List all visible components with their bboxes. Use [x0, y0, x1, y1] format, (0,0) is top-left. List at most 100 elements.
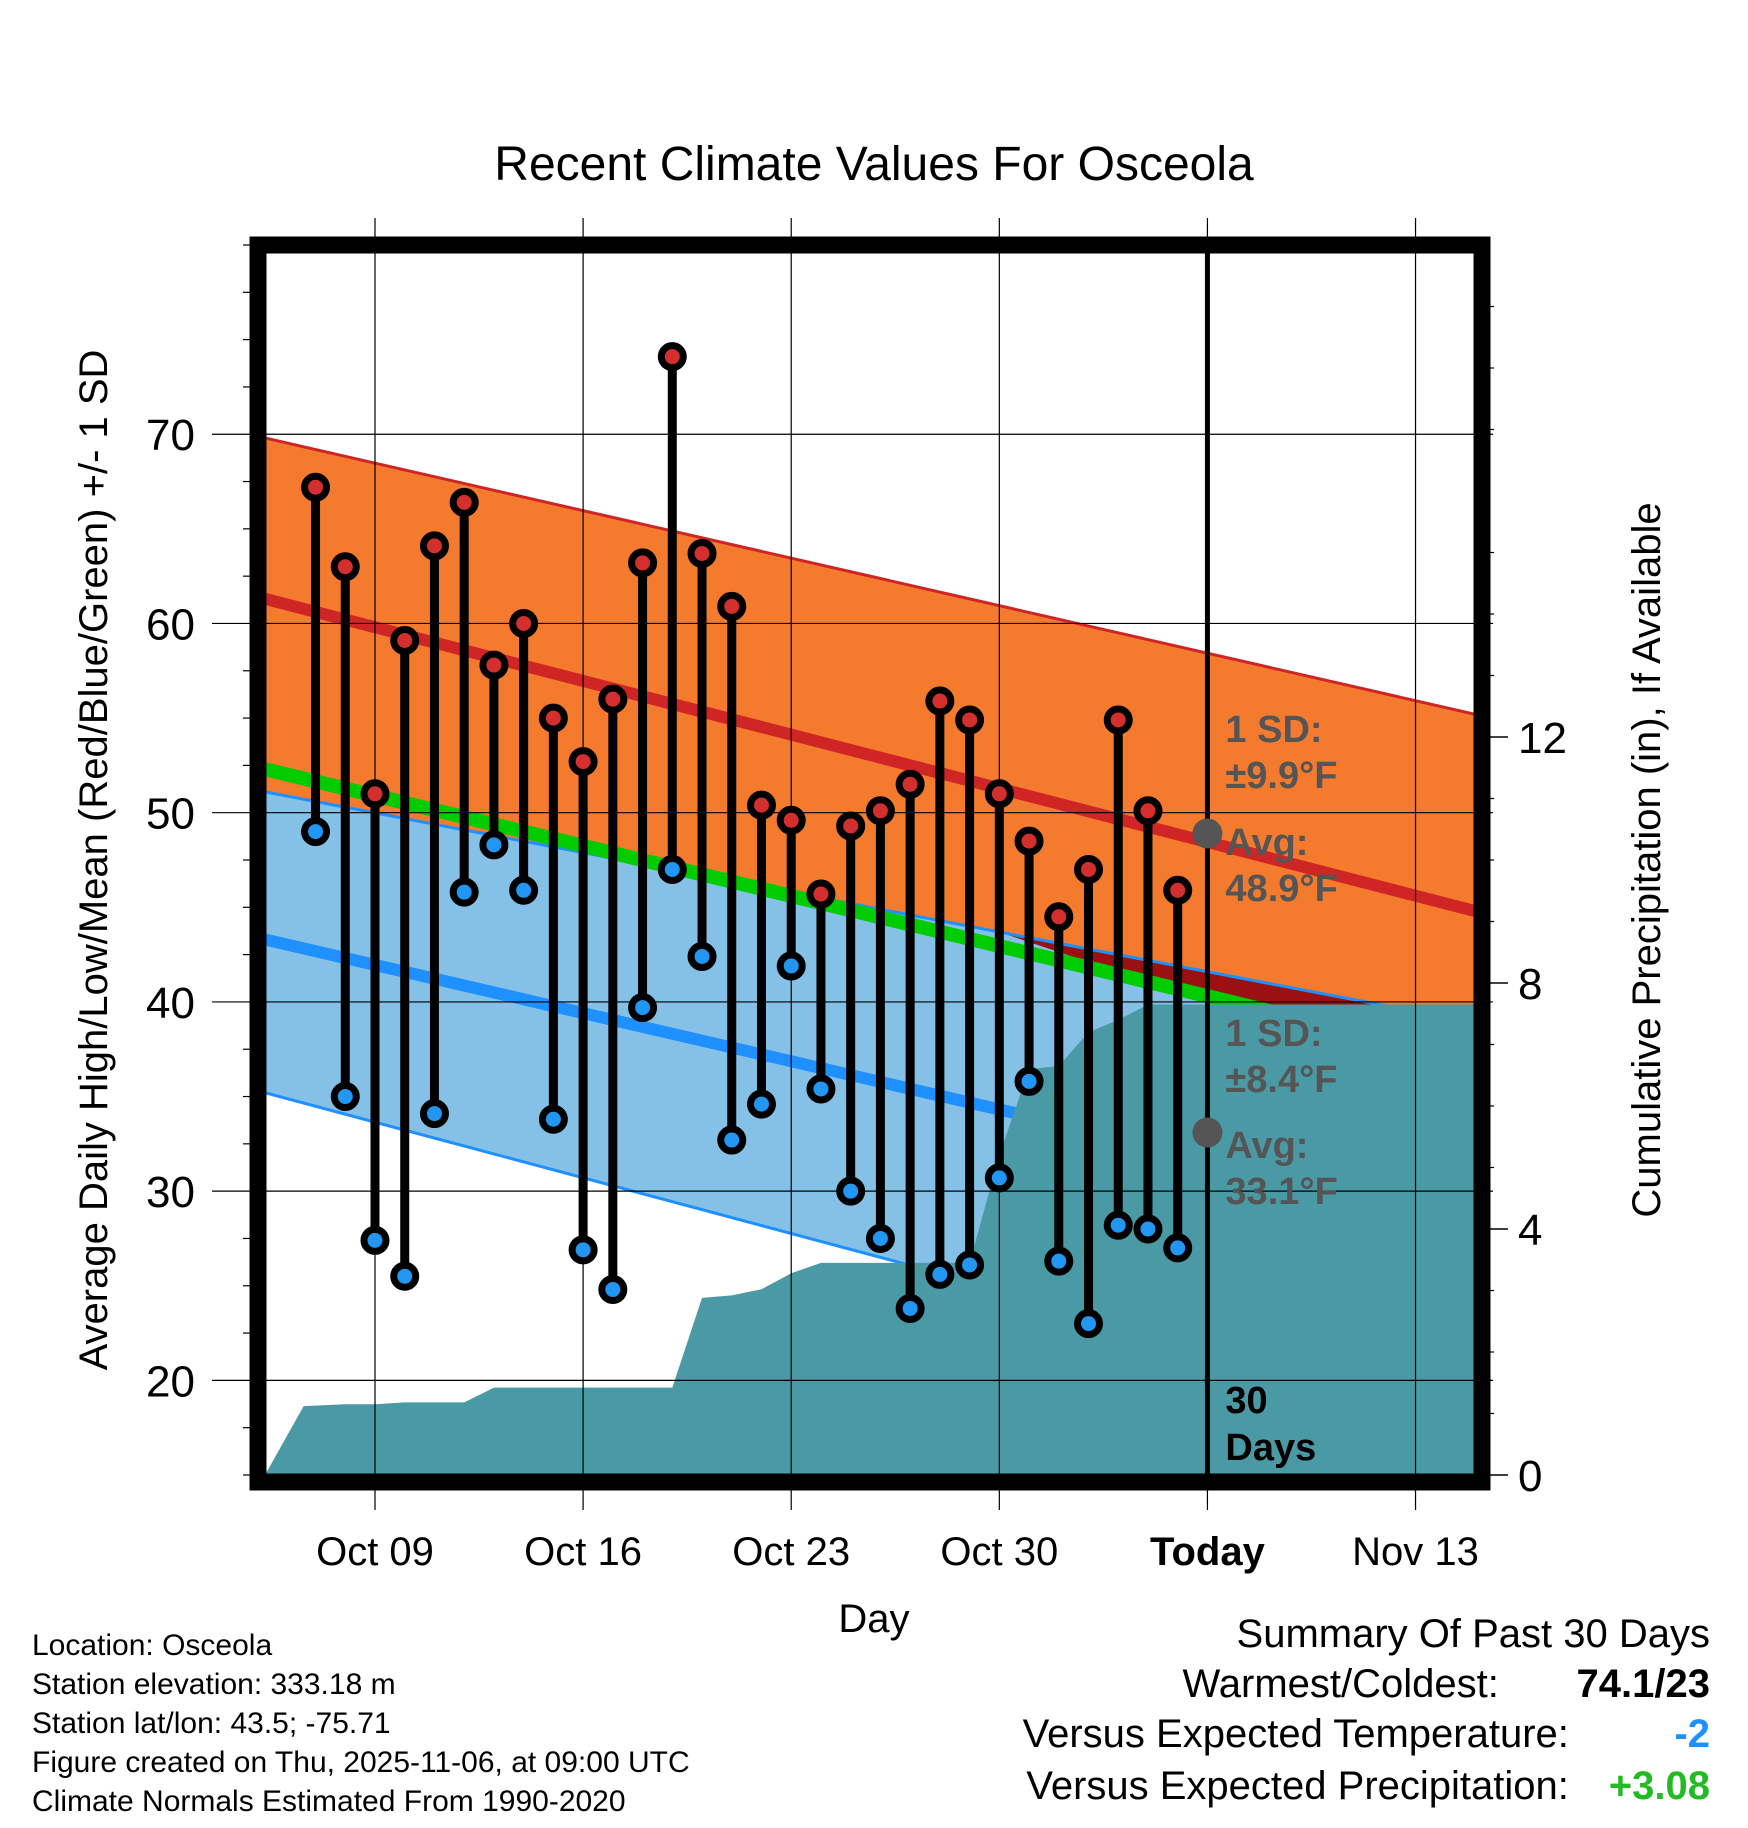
y-tick-label: 60	[146, 600, 195, 649]
x-tick-label: Today	[1150, 1530, 1266, 1574]
daily-high-marker	[806, 879, 836, 909]
created-text: Figure created on Thu, 2025-11-06, at 09…	[32, 1746, 690, 1779]
x-tick-label: Oct 23	[732, 1530, 850, 1574]
window-days-count: 30	[1225, 1380, 1267, 1422]
daily-low-marker	[925, 1259, 955, 1289]
daily-low-marker	[360, 1225, 390, 1255]
daily-low-marker	[1014, 1066, 1044, 1096]
daily-high-marker	[1074, 854, 1104, 884]
y-tick-label: 30	[146, 1168, 195, 1217]
low-sd-label: 1 SD:	[1225, 1013, 1322, 1055]
high-avg-label: Avg:	[1225, 822, 1308, 864]
daily-low-marker	[330, 1082, 360, 1112]
daily-low-marker	[746, 1089, 776, 1119]
low-avg-value: 33.1°F	[1225, 1171, 1337, 1213]
low-sd-value: ±8.4°F	[1225, 1059, 1337, 1101]
plot-frame	[249, 236, 1491, 1491]
daily-high-marker	[1103, 705, 1133, 735]
x-tick-label: Oct 16	[524, 1530, 642, 1574]
warmest-coldest-label: Warmest/Coldest:	[1182, 1662, 1499, 1706]
y2-tick-label: 4	[1518, 1206, 1542, 1255]
y-tick-label: 70	[146, 411, 195, 460]
daily-low-marker	[717, 1125, 747, 1155]
y2-tick-label: 0	[1518, 1452, 1542, 1501]
y2-axis-title: Cumulative Precipitation (in), If Availa…	[1625, 502, 1669, 1217]
daily-high-marker	[776, 805, 806, 835]
daily-low-marker	[598, 1275, 628, 1305]
summary-title: Summary Of Past 30 Days	[1236, 1612, 1710, 1656]
daily-low-marker	[479, 830, 509, 860]
plot-area	[265, 436, 1475, 1475]
daily-high-marker	[836, 811, 866, 841]
daily-high-marker	[984, 779, 1014, 809]
temp-vs-expected-value: -2	[1674, 1712, 1710, 1756]
daily-low-marker	[776, 951, 806, 981]
daily-high-marker	[419, 531, 449, 561]
daily-high-marker	[865, 796, 895, 826]
daily-high-marker	[538, 703, 568, 733]
daily-high-marker	[1014, 826, 1044, 856]
daily-low-marker	[1074, 1309, 1104, 1339]
daily-low-marker	[568, 1235, 598, 1265]
window-days-label: Days	[1225, 1427, 1316, 1469]
daily-high-marker	[657, 342, 687, 372]
daily-high-marker	[1044, 902, 1074, 932]
elevation-text: Station elevation: 333.18 m	[32, 1668, 396, 1701]
daily-high-marker	[717, 591, 747, 621]
normals-text: Climate Normals Estimated From 1990-2020	[32, 1785, 626, 1818]
high-avg-value: 48.9°F	[1225, 868, 1337, 910]
daily-low-marker	[628, 993, 658, 1023]
low-avg-label: Avg:	[1225, 1125, 1308, 1167]
daily-low-marker	[1163, 1233, 1193, 1263]
precip-vs-expected-label: Versus Expected Precipitation:	[1026, 1764, 1569, 1808]
x-axis-title: Day	[838, 1597, 909, 1641]
daily-low-marker	[1044, 1246, 1074, 1276]
data-marks	[301, 245, 1223, 1475]
daily-low-marker	[1103, 1210, 1133, 1240]
low-avg-marker	[1192, 1117, 1223, 1148]
daily-low-marker	[657, 854, 687, 884]
daily-low-marker	[538, 1104, 568, 1134]
daily-low-marker	[865, 1223, 895, 1253]
daily-low-marker	[895, 1293, 925, 1323]
daily-high-marker	[479, 650, 509, 680]
y-tick-label: 20	[146, 1357, 195, 1406]
daily-low-marker	[301, 817, 331, 847]
y2-tick-label: 12	[1518, 714, 1567, 763]
daily-low-marker	[806, 1074, 836, 1104]
daily-high-marker	[598, 684, 628, 714]
daily-high-marker	[360, 779, 390, 809]
y2-tick-label: 8	[1518, 960, 1542, 1009]
precip-area	[265, 1004, 1475, 1475]
y-tick-label: 50	[146, 790, 195, 839]
daily-low-marker	[1133, 1214, 1163, 1244]
high-sd-label: 1 SD:	[1225, 709, 1322, 751]
daily-low-marker	[836, 1176, 866, 1206]
high-sd-value: ±9.9°F	[1225, 755, 1337, 797]
daily-low-marker	[419, 1099, 449, 1129]
y-tick-label: 40	[146, 979, 195, 1028]
x-tick-label: Oct 09	[316, 1530, 434, 1574]
daily-high-marker	[895, 769, 925, 799]
precip-vs-expected-value: +3.08	[1608, 1764, 1710, 1808]
summary-warmest-row: Warmest/Coldest: 74.1/23	[810, 1662, 1711, 1707]
high-normal-band	[265, 438, 1475, 1023]
latlon-text: Station lat/lon: 43.5; -75.71	[32, 1707, 391, 1740]
daily-high-marker	[628, 548, 658, 578]
daily-low-marker	[509, 875, 539, 905]
daily-high-marker	[568, 747, 598, 777]
daily-high-marker	[1133, 796, 1163, 826]
daily-high-marker	[390, 625, 420, 655]
daily-low-marker	[390, 1261, 420, 1291]
x-tick-label: Oct 30	[940, 1530, 1058, 1574]
daily-high-marker	[301, 472, 331, 502]
footer-info: Location: Osceola Station elevation: 333…	[32, 1626, 690, 1821]
daily-high-marker	[449, 487, 479, 517]
daily-low-marker	[449, 877, 479, 907]
daily-high-marker	[330, 552, 360, 582]
location-text: Location: Osceola	[32, 1629, 273, 1662]
daily-low-marker	[955, 1250, 985, 1280]
daily-high-marker	[746, 790, 776, 820]
